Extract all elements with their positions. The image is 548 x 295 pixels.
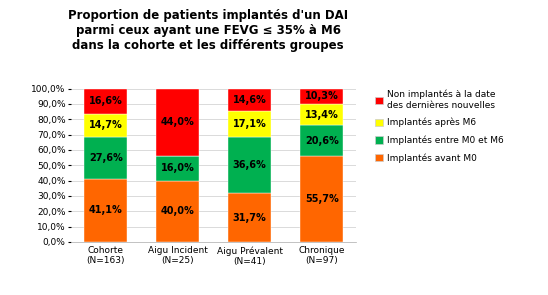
Text: 16,6%: 16,6%	[89, 96, 123, 106]
Bar	[156, 181, 199, 242]
Text: 27,6%: 27,6%	[89, 153, 123, 163]
Bar	[300, 156, 343, 242]
Text: 41,1%: 41,1%	[89, 205, 123, 215]
Text: 13,4%: 13,4%	[305, 109, 339, 119]
Bar	[84, 114, 127, 137]
Bar	[84, 179, 127, 242]
Bar	[156, 156, 199, 181]
Bar	[84, 137, 127, 179]
Text: 44,0%: 44,0%	[161, 117, 195, 127]
Bar	[300, 88, 343, 104]
Bar	[300, 125, 343, 156]
Legend: Non implantés à la date
des dernières nouvelles, Implantés après M6, Implantés e: Non implantés à la date des dernières no…	[375, 90, 504, 163]
Text: 31,7%: 31,7%	[233, 213, 266, 223]
Text: 55,7%: 55,7%	[305, 194, 339, 204]
Bar	[84, 88, 127, 114]
Text: 10,3%: 10,3%	[305, 91, 339, 101]
Bar	[228, 137, 271, 193]
Text: 14,6%: 14,6%	[233, 95, 266, 105]
Text: 14,7%: 14,7%	[89, 120, 123, 130]
Bar	[156, 88, 199, 156]
Text: 20,6%: 20,6%	[305, 136, 339, 146]
Bar	[228, 111, 271, 137]
Bar	[228, 193, 271, 242]
Bar	[228, 88, 271, 111]
Text: 17,1%: 17,1%	[233, 119, 266, 129]
Text: 16,0%: 16,0%	[161, 163, 195, 173]
Text: 40,0%: 40,0%	[161, 206, 195, 216]
Text: Proportion de patients implantés d'un DAI
parmi ceux ayant une FEVG ≤ 35% à M6
d: Proportion de patients implantés d'un DA…	[68, 9, 349, 52]
Text: 36,6%: 36,6%	[233, 160, 266, 170]
Bar	[300, 104, 343, 125]
